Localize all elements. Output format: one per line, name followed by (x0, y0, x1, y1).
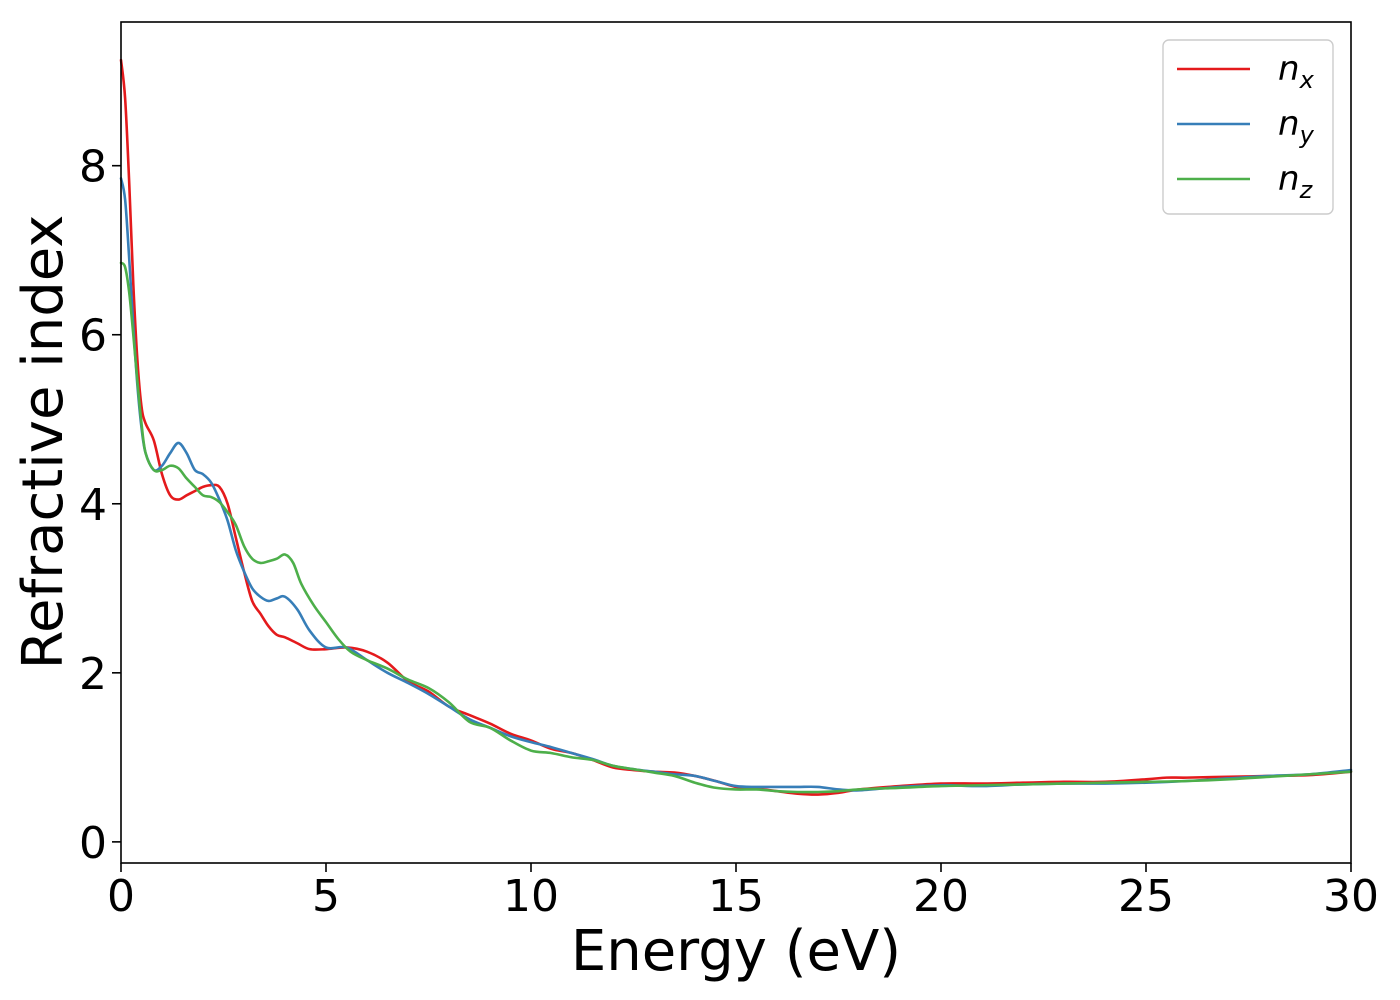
x-tick-label: 25 (1118, 871, 1174, 922)
x-tick-label: 30 (1323, 871, 1379, 922)
x-tick-label: 10 (503, 871, 559, 922)
y-tick-label: 6 (79, 311, 107, 362)
x-tick-label: 15 (708, 871, 764, 922)
series-line-ny (119, 177, 1353, 792)
x-axis-ticks: 0 5 10 15 20 25 30 (107, 863, 1379, 922)
legend-subscript: x (1299, 66, 1315, 94)
legend-label-nx: nx (1278, 49, 1315, 94)
legend-subscript: y (1299, 121, 1315, 149)
x-tick-label: 20 (913, 871, 969, 922)
y-tick-label: 8 (79, 142, 107, 193)
legend-label-ny: ny (1278, 104, 1315, 149)
legend-box (1162, 39, 1334, 215)
y-tick-label: 2 (79, 649, 107, 700)
series-line-nz (119, 261, 1353, 794)
y-tick-label: 4 (79, 480, 107, 531)
series-layer (119, 58, 1353, 796)
x-tick-label: 0 (107, 871, 135, 922)
y-axis-label: Refractive index (11, 215, 76, 670)
y-axis-ticks: 0 2 4 6 8 (79, 142, 121, 869)
legend-subscript: z (1299, 176, 1314, 204)
y-tick-label: 0 (79, 818, 107, 869)
x-tick-label: 5 (312, 871, 340, 922)
x-axis-label: Energy (eV) (571, 919, 901, 984)
